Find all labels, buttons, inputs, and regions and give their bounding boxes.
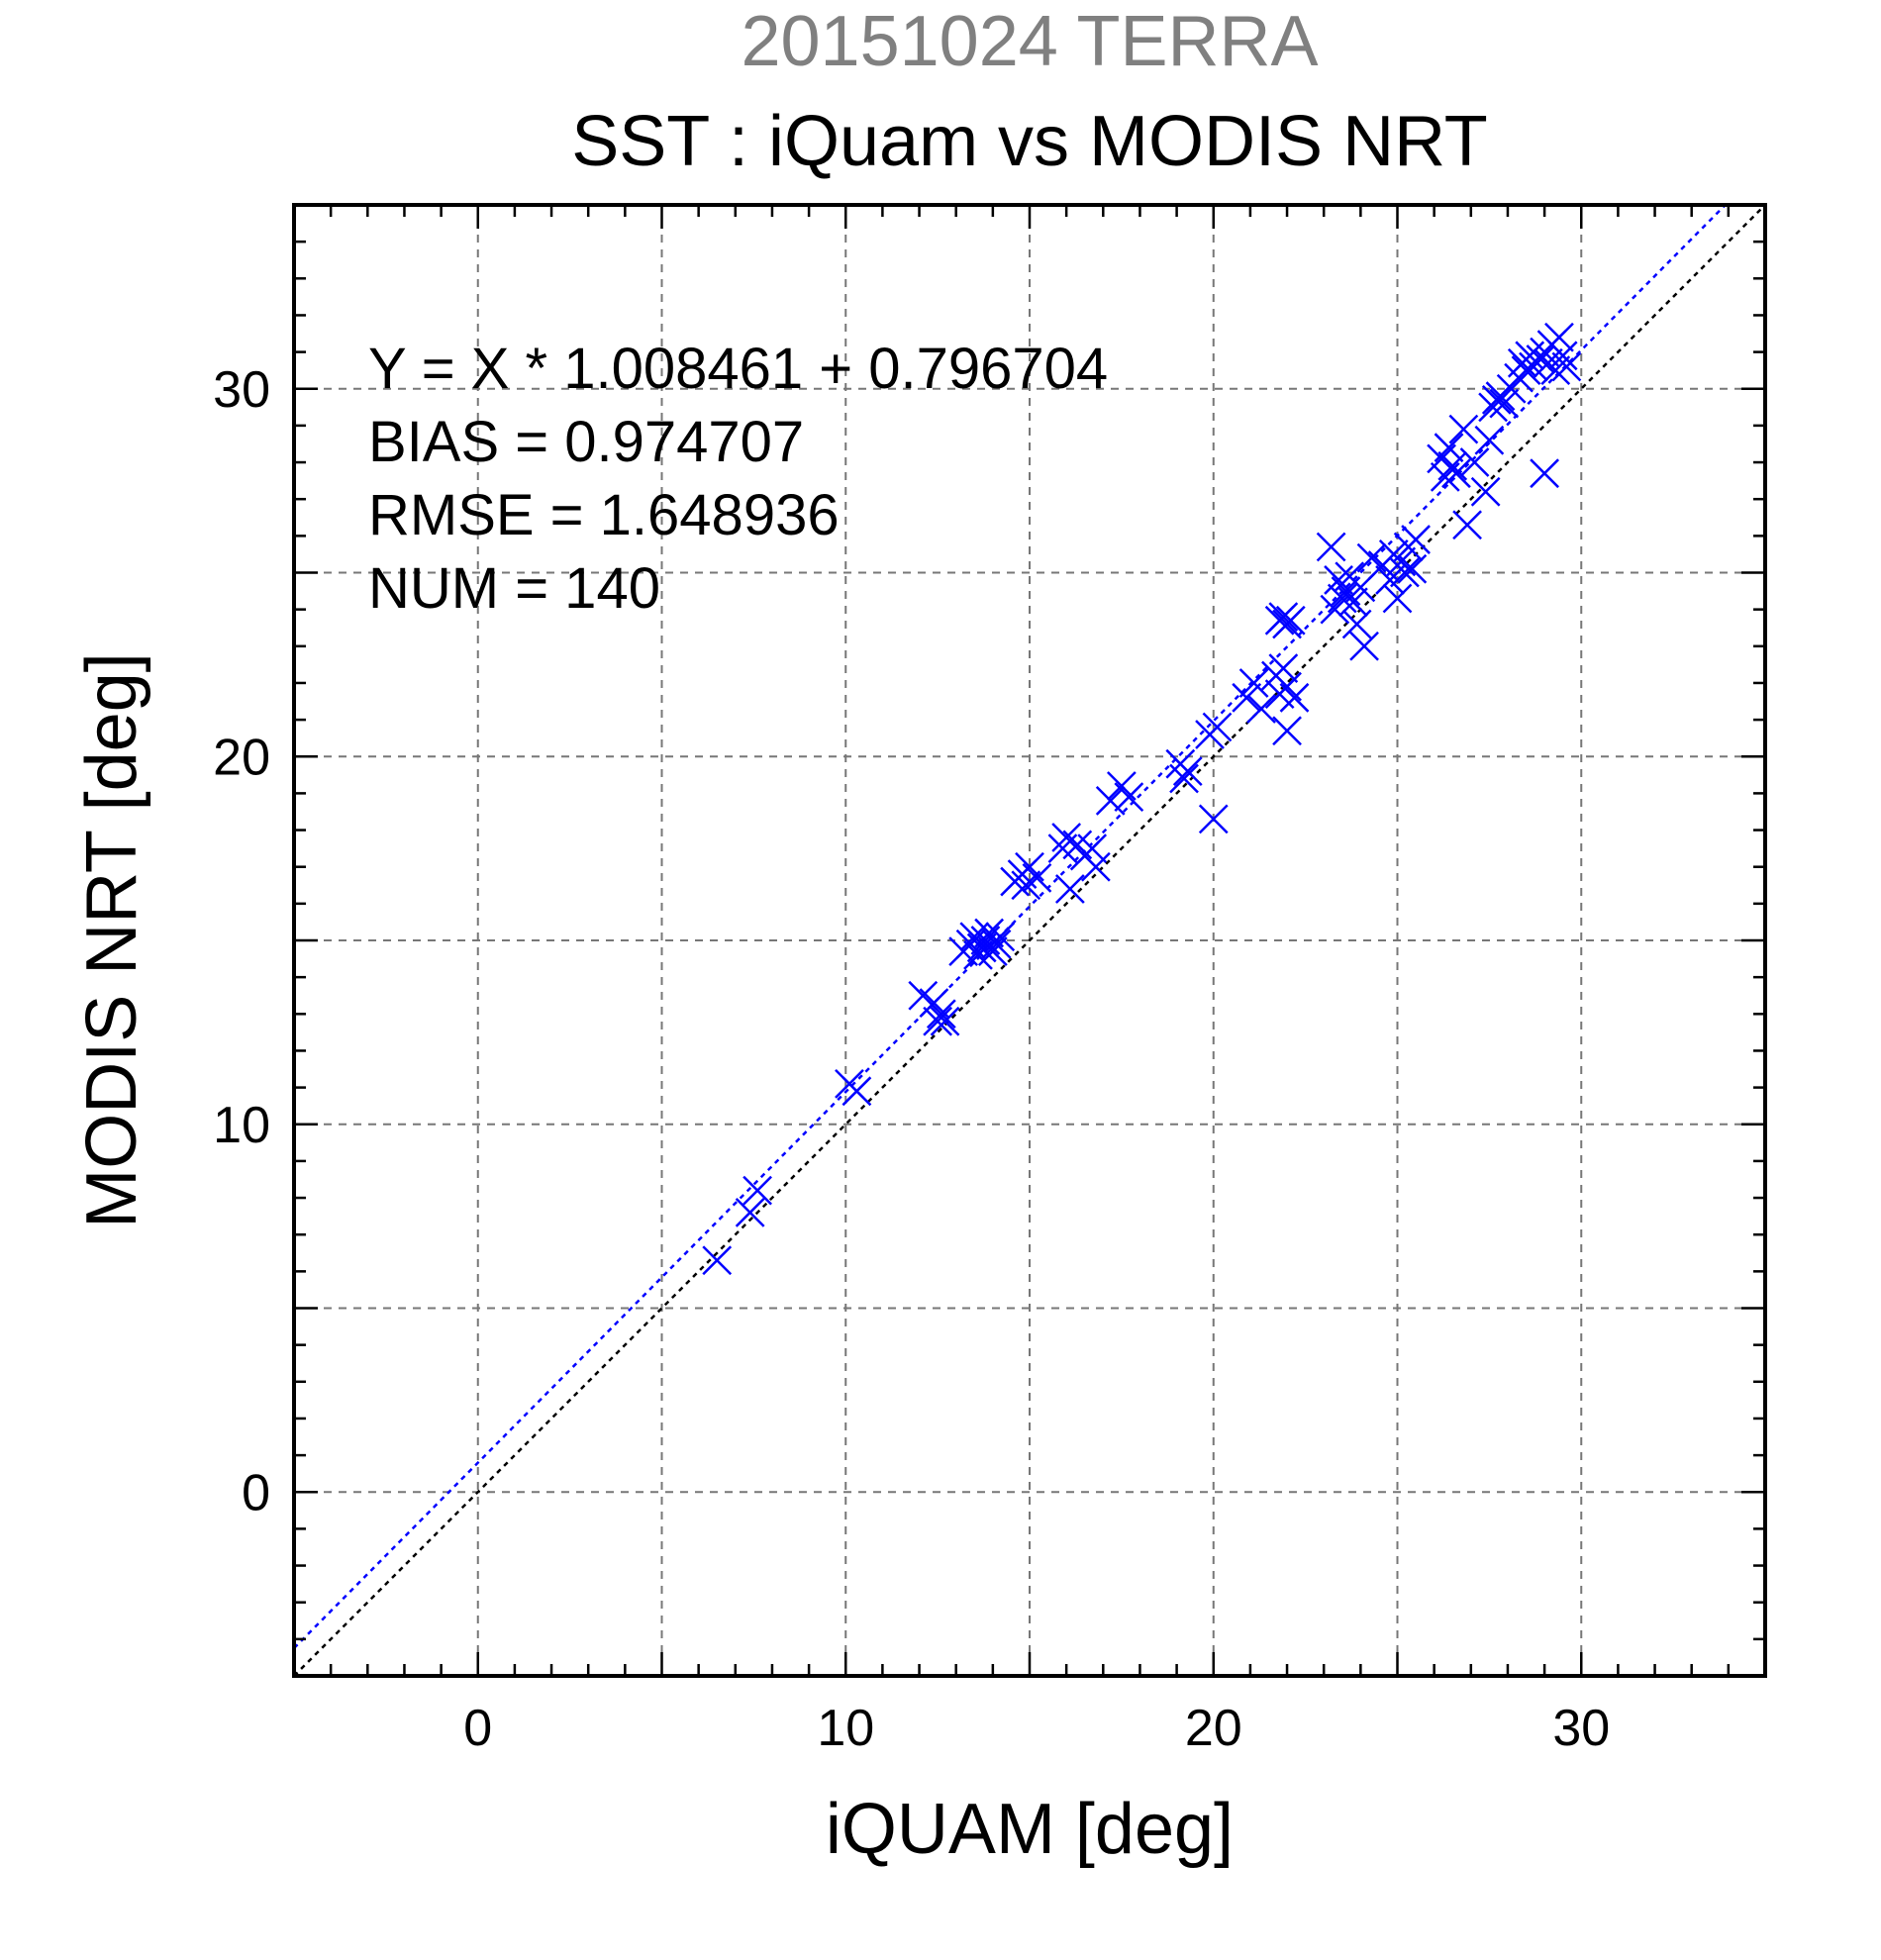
- stats-annotations: Y = X * 1.008461 + 0.796704 BIAS = 0.9747…: [368, 337, 1108, 621]
- y-tick-labels: 0 10 20 30: [213, 361, 270, 1522]
- data-point: [926, 999, 956, 1029]
- data-point: [930, 1006, 960, 1036]
- stats-annotation: Y = X * 1.008461 + 0.796704: [368, 337, 1108, 401]
- data-point: [923, 1006, 953, 1036]
- data-point: [1349, 631, 1379, 661]
- x-tick-label: 30: [1552, 1700, 1610, 1757]
- data-point: [977, 936, 1008, 967]
- reference-lines: [294, 205, 1765, 1676]
- data-point: [1390, 557, 1420, 588]
- data-point: [1375, 565, 1405, 595]
- y-tick-label: 0: [242, 1464, 270, 1521]
- x-axis-label: iQUAM [deg]: [826, 1790, 1234, 1869]
- data-point: [1316, 532, 1346, 562]
- chart-title: 20151024 TERRA: [741, 2, 1318, 81]
- data-point: [1114, 782, 1144, 812]
- data-point: [702, 1245, 733, 1276]
- grid-lines: [294, 205, 1765, 1676]
- data-point: [1238, 668, 1269, 698]
- axis-ticks: [294, 205, 1765, 1676]
- data-point: [1169, 763, 1199, 794]
- data-point: [1095, 785, 1126, 816]
- data-point: [842, 1076, 872, 1107]
- data-point: [1544, 322, 1574, 352]
- data-point: [1275, 605, 1306, 636]
- data-point: [1232, 682, 1262, 713]
- stats-annotation: NUM = 140: [368, 556, 660, 621]
- data-point: [1489, 388, 1520, 419]
- x-tick-labels: 0 10 20 30: [463, 1700, 1610, 1757]
- data-points: [702, 322, 1582, 1276]
- data-point: [1272, 716, 1302, 746]
- data-point: [1551, 351, 1582, 382]
- data-point: [1441, 458, 1471, 489]
- data-point: [1547, 341, 1578, 371]
- data-point: [1080, 851, 1111, 882]
- x-tick-label: 20: [1185, 1700, 1242, 1757]
- y-axis-label: MODIS NRT [deg]: [72, 652, 151, 1228]
- regression-line: [294, 205, 1728, 1649]
- data-point: [985, 922, 1016, 952]
- data-point: [1434, 433, 1464, 463]
- data-point: [981, 929, 1012, 959]
- stats-annotation: RMSE = 1.648936: [368, 483, 840, 547]
- stats-annotation: BIAS = 0.974707: [368, 410, 804, 474]
- x-tick-label: 0: [463, 1700, 492, 1757]
- data-point: [1397, 553, 1428, 584]
- data-point: [1474, 425, 1505, 455]
- y-tick-label: 30: [213, 361, 270, 419]
- data-point: [735, 1198, 765, 1227]
- data-point: [1268, 602, 1299, 632]
- data-point: [1054, 874, 1085, 904]
- data-point: [1452, 510, 1482, 540]
- data-point: [1279, 682, 1310, 713]
- y-tick-label: 10: [213, 1097, 270, 1154]
- chart-subtitle: SST : iQuam vs MODIS NRT: [571, 102, 1488, 181]
- data-point: [1530, 458, 1559, 489]
- data-point: [1077, 833, 1108, 864]
- data-point: [1382, 583, 1413, 614]
- data-point: [1246, 694, 1276, 724]
- identity-line: [294, 205, 1765, 1676]
- data-point: [1327, 583, 1357, 614]
- data-point: [1198, 804, 1229, 834]
- data-point: [1470, 476, 1501, 507]
- data-point: [1172, 756, 1203, 786]
- data-point: [1401, 525, 1431, 554]
- data-point: [1448, 414, 1479, 444]
- data-point: [1268, 653, 1299, 683]
- x-tick-label: 10: [817, 1700, 874, 1757]
- y-tick-label: 20: [213, 729, 270, 786]
- data-point: [1459, 447, 1490, 477]
- data-point: [742, 1175, 772, 1206]
- data-point: [1022, 862, 1052, 893]
- data-point: [1202, 712, 1233, 742]
- data-point: [1540, 355, 1571, 386]
- data-point: [1341, 609, 1372, 639]
